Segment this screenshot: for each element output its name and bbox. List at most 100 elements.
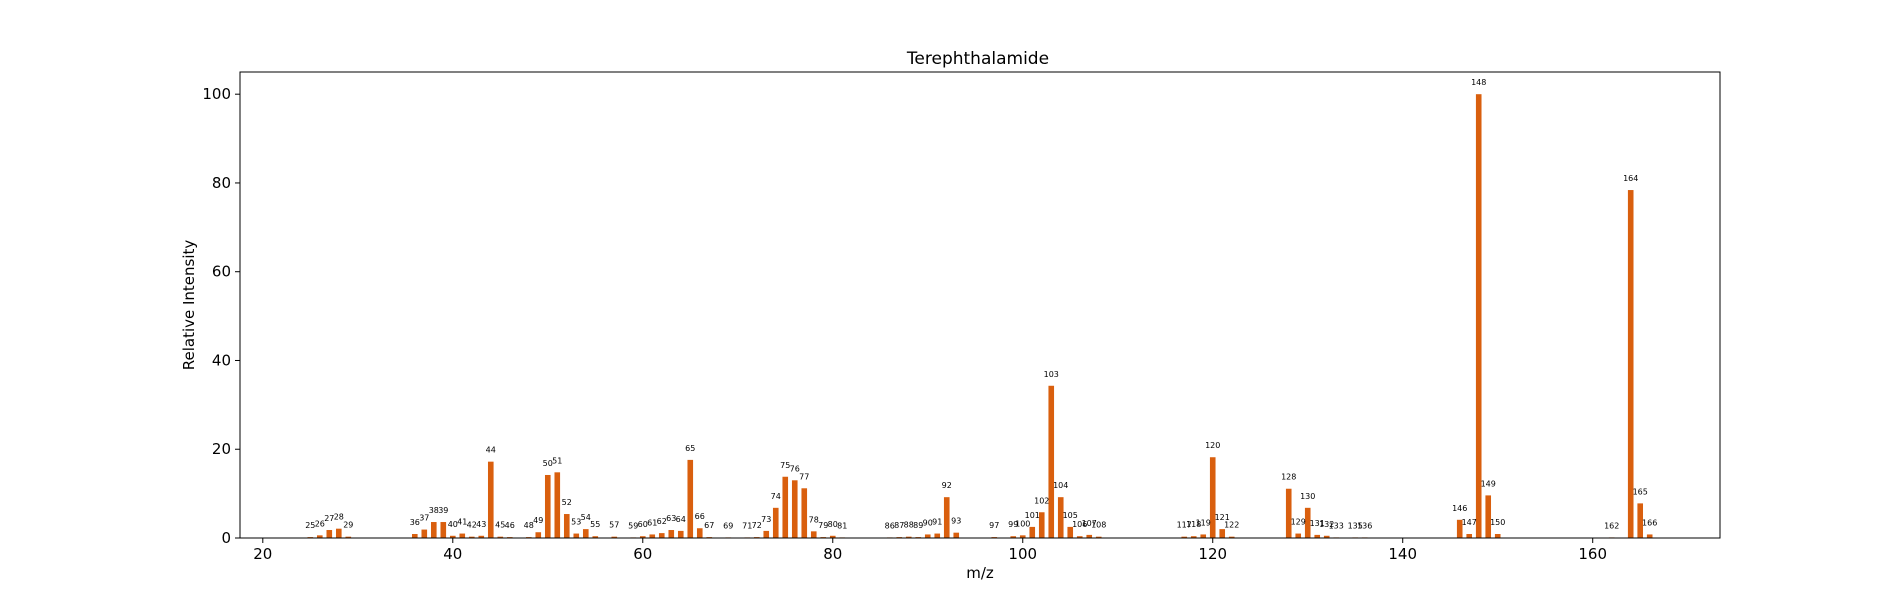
bar-label-mz-165: 165 bbox=[1633, 487, 1648, 496]
bar-label-mz-45: 45 bbox=[495, 521, 505, 530]
bar-label-mz-76: 76 bbox=[790, 464, 800, 473]
bar-label-mz-63: 63 bbox=[666, 514, 676, 523]
bar-label-mz-80: 80 bbox=[828, 520, 838, 529]
bar-label-mz-25: 25 bbox=[305, 521, 315, 530]
bar-mz-106 bbox=[1076, 536, 1083, 538]
bar-mz-80 bbox=[829, 535, 836, 538]
bar-mz-63 bbox=[668, 530, 675, 538]
x-tick-label: 120 bbox=[1198, 545, 1227, 563]
bar-label-mz-130: 130 bbox=[1300, 492, 1315, 501]
y-tick-label: 20 bbox=[212, 440, 231, 458]
bar-label-mz-93: 93 bbox=[951, 517, 961, 526]
bar-mz-104 bbox=[1057, 497, 1064, 538]
bar-mz-99 bbox=[1010, 536, 1017, 538]
x-tick-label: 100 bbox=[1008, 545, 1037, 563]
bar-label-mz-26: 26 bbox=[315, 519, 325, 528]
bar-label-mz-64: 64 bbox=[676, 515, 686, 524]
bar-label-mz-99: 99 bbox=[1008, 520, 1018, 529]
bar-label-mz-164: 164 bbox=[1623, 174, 1638, 183]
bar-label-mz-128: 128 bbox=[1281, 473, 1296, 482]
bar-label-mz-101: 101 bbox=[1025, 511, 1040, 520]
bar-mz-120 bbox=[1209, 457, 1216, 538]
bar-mz-27 bbox=[326, 530, 333, 538]
x-tick-label: 80 bbox=[823, 545, 842, 563]
bar-label-mz-162: 162 bbox=[1604, 522, 1619, 531]
bar-label-mz-146: 146 bbox=[1452, 504, 1467, 513]
bar-label-mz-61: 61 bbox=[647, 518, 657, 527]
bar-label-mz-89: 89 bbox=[913, 521, 923, 530]
bar-label-mz-131: 131 bbox=[1310, 519, 1325, 528]
bar-label-mz-60: 60 bbox=[638, 520, 648, 529]
bar-label-mz-41: 41 bbox=[457, 518, 467, 527]
bar-label-mz-59: 59 bbox=[628, 522, 638, 531]
bar-label-mz-79: 79 bbox=[818, 521, 828, 530]
bar-mz-38 bbox=[430, 522, 437, 538]
bar-mz-61 bbox=[649, 534, 656, 538]
bar-label-mz-27: 27 bbox=[324, 514, 334, 523]
bar-label-mz-129: 129 bbox=[1291, 518, 1306, 527]
bar-label-mz-38: 38 bbox=[429, 506, 439, 515]
x-axis-label: m/z bbox=[966, 564, 994, 582]
bar-mz-88 bbox=[905, 536, 912, 538]
y-tick-label: 100 bbox=[202, 85, 231, 103]
bar-mz-54 bbox=[582, 529, 589, 538]
bar-mz-150 bbox=[1494, 534, 1501, 538]
bar-label-mz-78: 78 bbox=[809, 515, 819, 524]
bar-label-mz-147: 147 bbox=[1462, 518, 1477, 527]
bar-mz-40 bbox=[449, 535, 456, 538]
bar-label-mz-92: 92 bbox=[942, 481, 952, 490]
bar-label-mz-40: 40 bbox=[448, 520, 458, 529]
bar-label-mz-77: 77 bbox=[799, 472, 809, 481]
bar-label-mz-57: 57 bbox=[609, 521, 619, 530]
bar-label-mz-81: 81 bbox=[837, 522, 847, 531]
plot-frame bbox=[239, 71, 1721, 539]
bar-mz-166 bbox=[1646, 534, 1653, 538]
bar-label-mz-108: 108 bbox=[1091, 521, 1106, 530]
bar-label-mz-66: 66 bbox=[695, 512, 705, 521]
bar-mz-65 bbox=[687, 459, 694, 538]
bar-mz-146 bbox=[1456, 519, 1463, 538]
bar-mz-39 bbox=[440, 522, 447, 538]
bar-label-mz-52: 52 bbox=[562, 498, 572, 507]
bar-mz-128 bbox=[1285, 488, 1292, 538]
bar-label-mz-36: 36 bbox=[410, 518, 420, 527]
bar-mz-41 bbox=[459, 533, 466, 538]
bar-mz-91 bbox=[934, 533, 941, 538]
bar-mz-78 bbox=[810, 531, 817, 538]
bar-mz-55 bbox=[592, 536, 599, 538]
x-tick-label: 60 bbox=[633, 545, 652, 563]
bar-label-mz-39: 39 bbox=[438, 506, 448, 515]
bar-label-mz-51: 51 bbox=[552, 456, 562, 465]
bar-label-mz-50: 50 bbox=[543, 459, 553, 468]
bar-label-mz-69: 69 bbox=[723, 522, 733, 531]
bar-label-mz-44: 44 bbox=[486, 446, 496, 455]
x-tick-label: 20 bbox=[253, 545, 272, 563]
bar-label-mz-75: 75 bbox=[780, 461, 790, 470]
y-tick-label: 0 bbox=[221, 529, 231, 547]
bar-label-mz-121: 121 bbox=[1215, 513, 1230, 522]
bar-label-mz-67: 67 bbox=[704, 521, 714, 530]
bar-label-mz-102: 102 bbox=[1034, 496, 1049, 505]
bar-label-mz-166: 166 bbox=[1642, 518, 1657, 527]
bar-label-mz-71: 71 bbox=[742, 522, 752, 531]
chart-title: Terephthalamide bbox=[906, 49, 1049, 69]
bar-mz-132 bbox=[1323, 535, 1330, 538]
x-tick-label: 160 bbox=[1578, 545, 1607, 563]
bar-mz-53 bbox=[573, 533, 580, 538]
bar-label-mz-88: 88 bbox=[904, 521, 914, 530]
bar-label-mz-91: 91 bbox=[932, 518, 942, 527]
bar-label-mz-117: 117 bbox=[1177, 521, 1192, 530]
bar-label-mz-49: 49 bbox=[533, 516, 543, 525]
bar-label-mz-136: 136 bbox=[1357, 522, 1372, 531]
bar-mz-130 bbox=[1304, 507, 1311, 538]
bar-label-mz-43: 43 bbox=[476, 520, 486, 529]
bar-label-mz-74: 74 bbox=[771, 492, 781, 501]
bar-label-mz-54: 54 bbox=[581, 513, 591, 522]
x-axis: 20 40 60 80 100 120 140 160 bbox=[253, 538, 1607, 563]
bar-mz-149 bbox=[1485, 495, 1492, 538]
bar-label-mz-90: 90 bbox=[923, 518, 933, 527]
bar-label-mz-107: 107 bbox=[1082, 519, 1097, 528]
bar-label-mz-119: 119 bbox=[1196, 518, 1211, 527]
bar-mz-52 bbox=[563, 514, 570, 538]
bar-label-mz-118: 118 bbox=[1186, 520, 1201, 529]
